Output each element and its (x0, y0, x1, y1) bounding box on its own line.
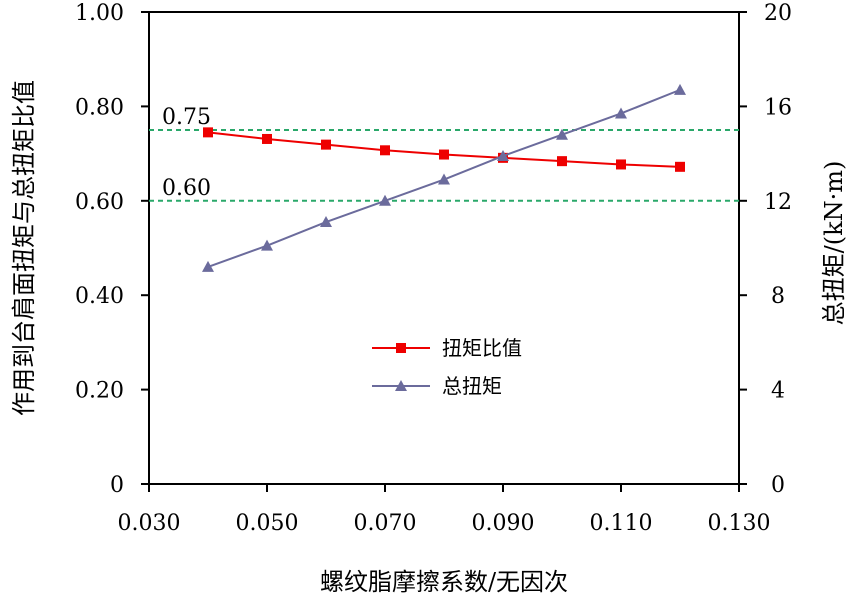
data-point-triangle (438, 173, 450, 185)
y-right-tick-label: 16 (764, 95, 792, 120)
legend-label-ratio: 扭矩比值 (442, 336, 522, 360)
data-point-square (616, 159, 626, 170)
x-tick-label: 0.030 (118, 511, 181, 536)
y-left-tick-label: 0 (110, 473, 124, 498)
plot-area (148, 11, 740, 485)
legend-label-total: 总扭矩 (442, 374, 502, 398)
y-axis-left: 0 0.20 0.40 0.60 0.80 1.00 (75, 1, 149, 498)
x-axis-title: 螺纹脂摩擦系数/无因次 (320, 568, 568, 596)
y-left-tick-label: 0.80 (75, 95, 124, 120)
y-right-tick-label: 4 (771, 379, 785, 404)
y-left-tick-label: 0.20 (75, 379, 124, 404)
series-layer (202, 83, 686, 272)
x-tick-label: 0.110 (590, 511, 653, 536)
data-point-triangle (556, 128, 568, 140)
data-point-square (439, 149, 449, 160)
data-point-triangle (202, 260, 214, 272)
legend-marker-triangle (395, 380, 407, 391)
data-point-square (321, 139, 331, 150)
reference-line-label: 0.75 (162, 105, 211, 130)
x-tick-label: 0.130 (708, 511, 771, 536)
data-point-square (675, 161, 685, 172)
x-axis: 0.030 0.050 0.070 0.090 0.110 0.130 (118, 484, 771, 536)
y-left-tick-label: 0.40 (75, 284, 124, 309)
data-point-square (203, 127, 213, 138)
data-point-square (557, 156, 567, 167)
data-point-triangle (379, 194, 391, 206)
y-axis-left-title: 作用到台肩面扭矩与总扭矩比值 (10, 80, 38, 416)
data-point-square (262, 133, 272, 144)
y-left-tick-label: 1.00 (75, 1, 124, 26)
reference-lines: 0.75 0.60 (149, 105, 739, 202)
y-right-tick-label: 20 (764, 1, 792, 26)
data-point-triangle (497, 149, 509, 161)
data-point-triangle (615, 107, 627, 119)
y-left-tick-label: 0.60 (75, 190, 124, 215)
data-point-triangle (320, 216, 332, 228)
legend-marker-square (396, 343, 406, 353)
data-point-triangle (261, 239, 273, 251)
data-point-square (380, 145, 390, 156)
y-right-tick-label: 0 (771, 473, 785, 498)
x-tick-label: 0.070 (354, 511, 417, 536)
data-point-triangle (674, 83, 686, 95)
x-tick-label: 0.090 (472, 511, 535, 536)
y-right-tick-label: 8 (771, 284, 785, 309)
y-right-tick-label: 12 (764, 190, 792, 215)
reference-line-label: 0.60 (162, 176, 211, 201)
y-axis-right: 0 4 8 12 16 20 (739, 1, 792, 498)
legend: 扭矩比值 总扭矩 (372, 336, 522, 398)
x-tick-label: 0.050 (236, 511, 299, 536)
y-axis-right-title: 总扭矩/(kN·m) (820, 161, 848, 326)
